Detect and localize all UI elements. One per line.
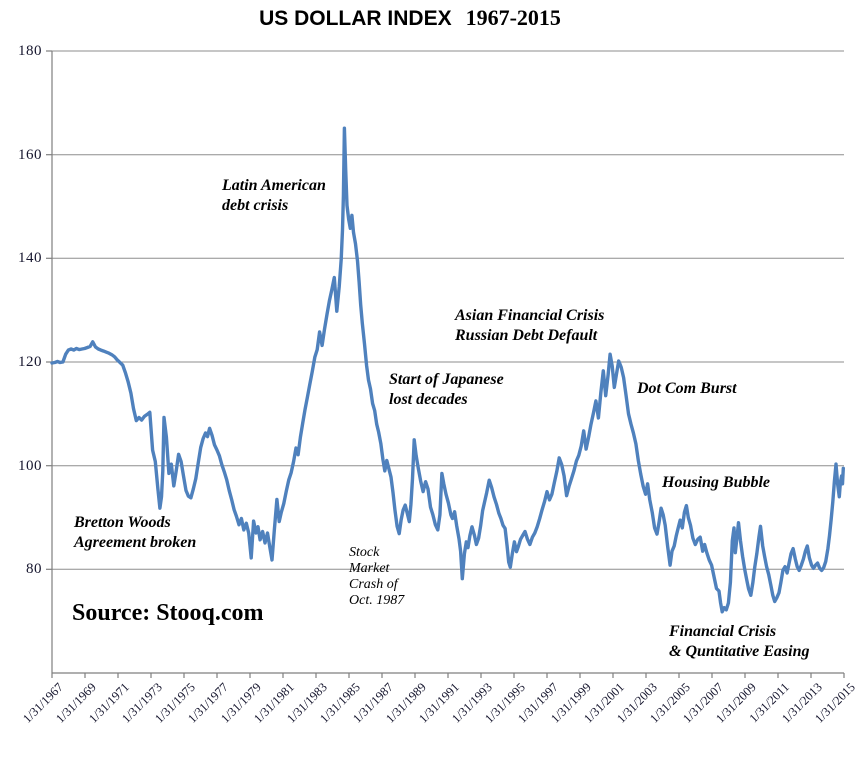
y-axis-tick-label: 180 (18, 43, 42, 59)
chart-title-years: 1967-2015 (465, 5, 561, 30)
annotation-line: Stock (349, 545, 380, 560)
annotation-line: & Quntitative Easing (669, 643, 810, 660)
annotation-japanese-lost-decades: Start of Japanese lost decades (389, 370, 504, 410)
annotation-housing-bubble: Housing Bubble (662, 473, 770, 493)
y-axis-tick-label: 80 (26, 561, 42, 578)
annotation-line: Market (349, 561, 390, 576)
annotation-line: Russian Debt Default (455, 327, 598, 344)
annotation-line: debt crisis (222, 197, 289, 214)
annotation-line: Agreement broken (74, 534, 197, 551)
y-axis-tick-label: 100 (18, 457, 42, 474)
annotation-dot-com-burst: Dot Com Burst (637, 379, 737, 399)
chart-title-main: US DOLLAR INDEX (259, 7, 452, 30)
annotation-stock-market-crash: Stock Market Crash of Oct. 1987 (349, 545, 404, 609)
annotation-latin-american-debt-crisis: Latin American debt crisis (222, 176, 326, 216)
annotation-bretton-woods: Bretton Woods Agreement broken (74, 513, 196, 553)
annotation-line: Crash of (349, 577, 398, 592)
annotation-financial-crisis-qe: Financial Crisis & Quntitative Easing (669, 622, 809, 662)
y-axis-tick-label: 120 (18, 354, 42, 370)
annotation-line: Asian Financial Crisis (455, 307, 605, 324)
source-credit: Source: Stooq.com (72, 600, 264, 626)
annotation-line: Latin American (222, 177, 326, 194)
annotation-line: Oct. 1987 (349, 593, 405, 608)
annotation-asian-financial-crisis: Asian Financial Crisis Russian Debt Defau… (455, 306, 604, 346)
annotation-line: Housing Bubble (662, 474, 771, 491)
y-axis-tick-label: 140 (18, 250, 42, 267)
chart-title: US DOLLAR INDEX 1967-2015 (0, 5, 820, 31)
annotation-line: lost decades (389, 391, 468, 408)
annotation-line: Start of Japanese (389, 371, 504, 388)
annotation-line: Financial Crisis (669, 623, 777, 640)
y-axis-tick-label: 160 (18, 146, 42, 163)
usdx-price-line (50, 126, 845, 614)
annotation-line: Bretton Woods (74, 514, 171, 531)
annotation-line: Dot Com Burst (637, 380, 737, 397)
